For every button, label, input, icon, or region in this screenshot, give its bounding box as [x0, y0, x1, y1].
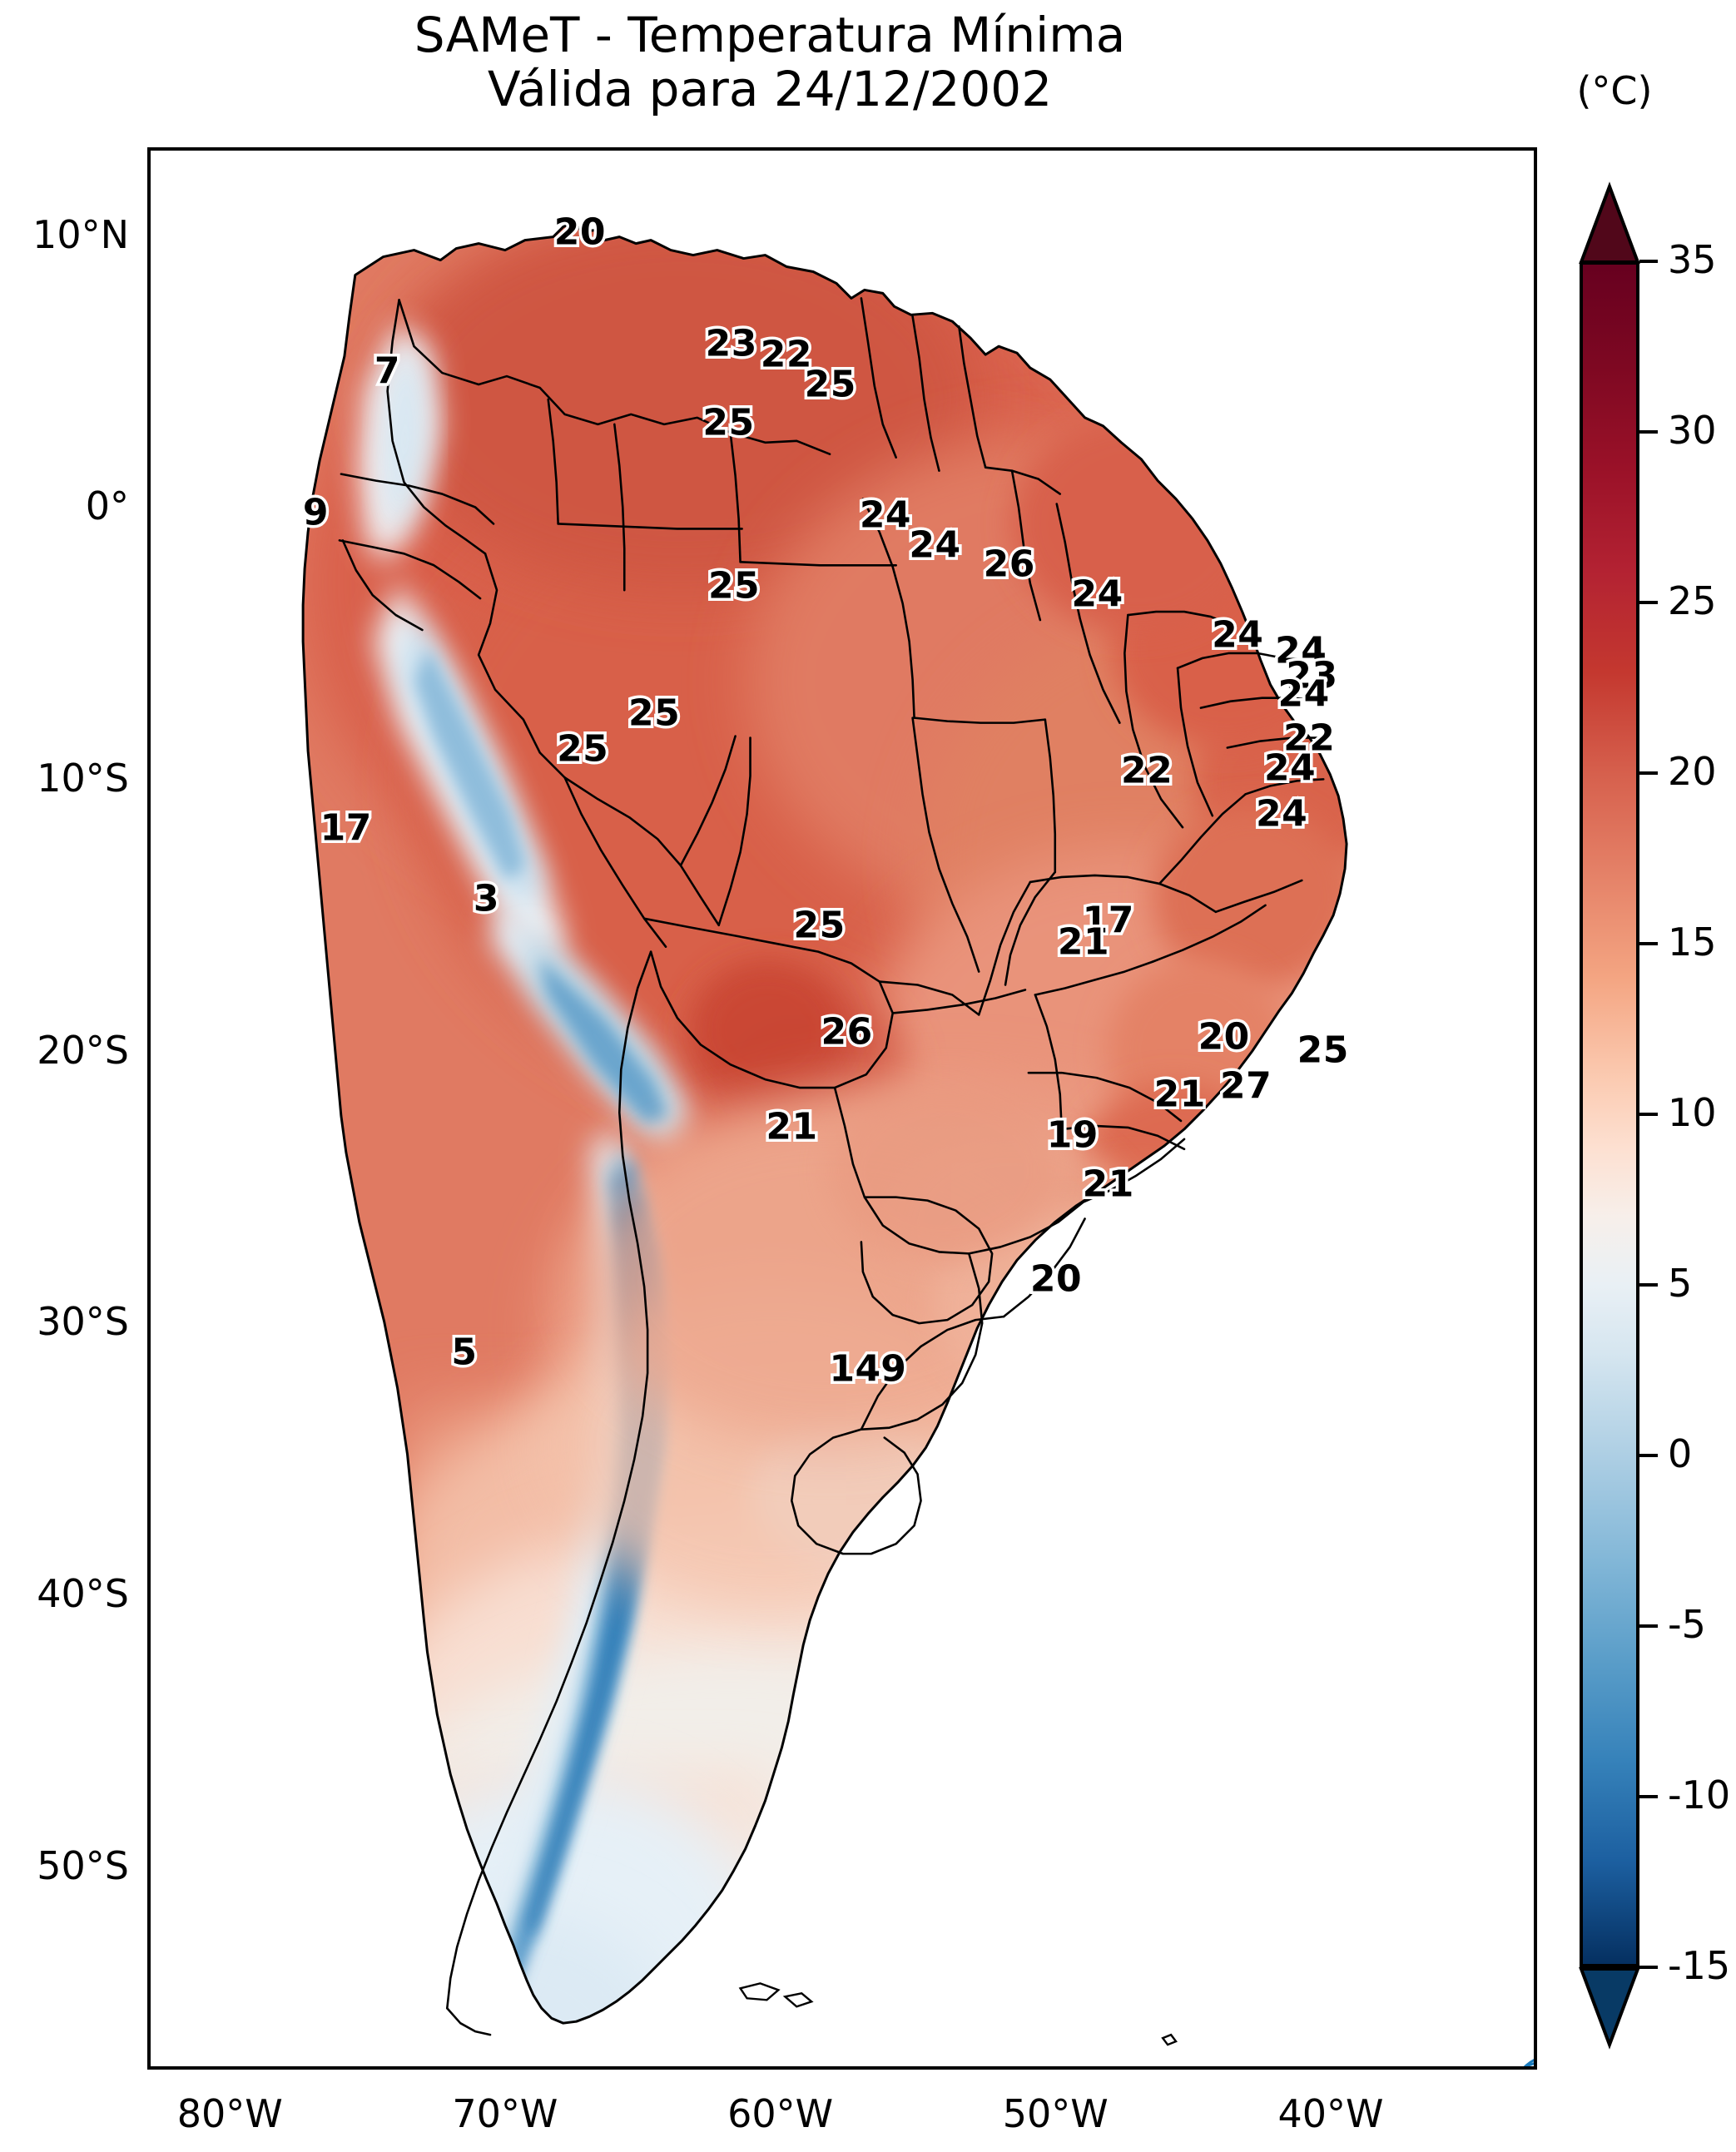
y-tick-5: 40°S: [37, 1571, 129, 1617]
station-label: 25: [1294, 1026, 1352, 1074]
colorbar-gradient: [1580, 261, 1639, 1967]
title-line-2: Válida para 24/12/2002: [487, 60, 1053, 117]
station-label: 19: [1044, 1111, 1101, 1159]
station-label: 21: [1054, 918, 1112, 966]
y-tick-1: 0°: [85, 483, 129, 529]
colorbar-min-arrow: [1579, 1967, 1640, 2050]
colorbar[interactable]: (°C) 35 30 25 20 15 10 5 0 -5 -10 -15: [1565, 68, 1736, 2070]
station-label: 24: [1069, 570, 1126, 618]
colorbar-max-arrow: [1579, 181, 1640, 264]
y-tick-4: 30°S: [37, 1299, 129, 1345]
station-label: 26: [980, 540, 1038, 588]
station-label: 9: [300, 488, 331, 537]
station-label: 23: [702, 320, 760, 368]
station-label: 14: [826, 1345, 884, 1393]
inpe-logo: INPE: [1523, 2059, 1534, 2066]
station-label: 26: [818, 1008, 875, 1056]
colorbar-unit-label: (°C): [1576, 68, 1653, 113]
station-label: 22: [757, 330, 815, 379]
title-line-1: SAMeT - Temperatura Mínima: [414, 7, 1126, 63]
station-label: 24: [1253, 790, 1311, 838]
station-label: 21: [1151, 1070, 1208, 1118]
temperature-field: [151, 151, 1534, 2066]
station-label: 27: [1218, 1062, 1275, 1110]
station-label: 24: [856, 491, 914, 539]
x-tick-1: 70°W: [452, 2091, 558, 2136]
x-tick-4: 40°W: [1277, 2091, 1384, 2136]
x-tick-3: 50°W: [1002, 2091, 1109, 2136]
station-label: 21: [763, 1103, 821, 1151]
station-label: 24: [906, 521, 964, 569]
station-label: 25: [554, 725, 612, 773]
station-label: 25: [626, 689, 683, 737]
map-plot-area[interactable]: 20 23 22 25 25 7 9 24 24 26 25 24 24 24 23 24 22 24 24 25 25…: [147, 147, 1537, 2070]
colorbar-tick-labels: 35 30 25 20 15 10 5 0 -5 -10 -15: [1639, 240, 1731, 1985]
y-tick-0: 10°N: [32, 211, 129, 257]
y-tick-2: 10°S: [37, 756, 129, 801]
station-label: 24: [1209, 611, 1267, 659]
station-label: 22: [1118, 746, 1175, 795]
x-tick-0: 80°W: [176, 2091, 283, 2136]
station-label: 23: [1283, 652, 1341, 700]
station-label: 24: [1275, 670, 1332, 718]
administrative-borders: [301, 221, 1348, 2036]
y-tick-6: 50°S: [37, 1842, 129, 1888]
station-label: 20: [1027, 1255, 1084, 1303]
south-america-map: [151, 151, 1534, 2066]
station-label: 7: [371, 347, 403, 395]
station-label: 25: [705, 562, 762, 610]
island-outlines: [738, 1982, 1178, 2046]
station-label: 24: [1261, 744, 1318, 792]
station-label: 22: [1281, 714, 1338, 762]
station-label: 25: [700, 399, 757, 447]
station-label: 24: [1272, 627, 1330, 675]
y-tick-3: 20°S: [37, 1027, 129, 1073]
page-title: SAMeT - Temperatura Mínima Válida para 2…: [0, 8, 1540, 117]
station-label: 9: [878, 1345, 910, 1393]
station-label: 17: [317, 804, 374, 852]
station-label: 25: [801, 360, 859, 409]
station-label: 3: [470, 875, 502, 923]
station-label: 17: [1079, 896, 1137, 945]
station-label: 20: [1195, 1013, 1252, 1061]
x-tick-2: 60°W: [727, 2091, 834, 2136]
station-label: 5: [449, 1328, 480, 1376]
station-label: 21: [1079, 1160, 1137, 1208]
station-label: 20: [551, 208, 608, 256]
station-label: 25: [791, 901, 848, 950]
